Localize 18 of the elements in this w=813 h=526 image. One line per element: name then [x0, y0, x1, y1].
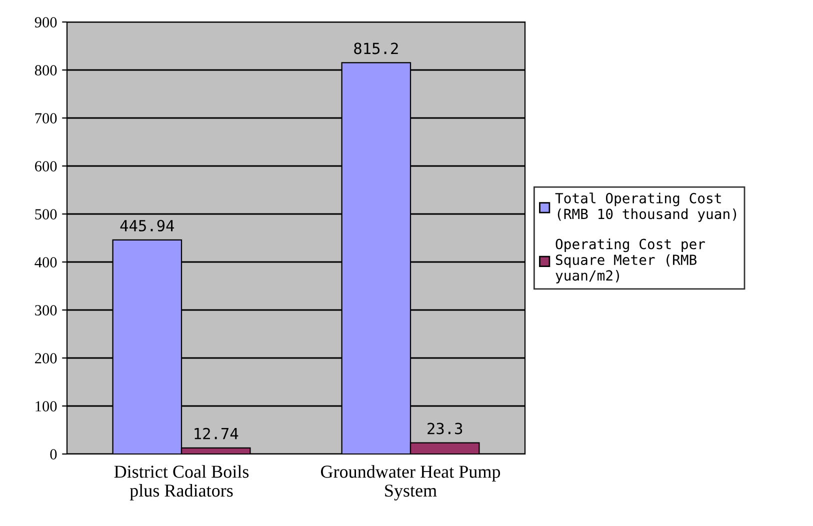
data-label: 815.2 [354, 42, 398, 54]
y-tick-label: 300 [35, 305, 57, 316]
y-tick-label: 0 [50, 449, 57, 460]
x-tick-label: District Coal Boils plus Radiators [114, 465, 249, 500]
y-tick-label: 200 [35, 353, 57, 364]
y-tick-label: 600 [35, 161, 57, 172]
legend-label: Operating Cost per Square Meter (RMB yuan/m2) [556, 238, 705, 284]
y-tick-label: 900 [34, 17, 57, 28]
data-label: 445.94 [120, 220, 174, 232]
y-tick-label: 700 [35, 113, 57, 124]
data-label: 23.3 [428, 422, 462, 434]
data-label: 12.74 [194, 428, 238, 440]
legend-label: Total Operating Cost (RMB 10 thousand yuan) [555, 192, 736, 222]
x-tick-label: Groundwater Heat Pump System [320, 465, 500, 500]
y-tick-label: 100 [36, 401, 57, 412]
y-tick-label: 400 [34, 257, 57, 268]
y-tick-label: 800 [34, 65, 57, 76]
y-tick-label: 500 [35, 209, 57, 220]
